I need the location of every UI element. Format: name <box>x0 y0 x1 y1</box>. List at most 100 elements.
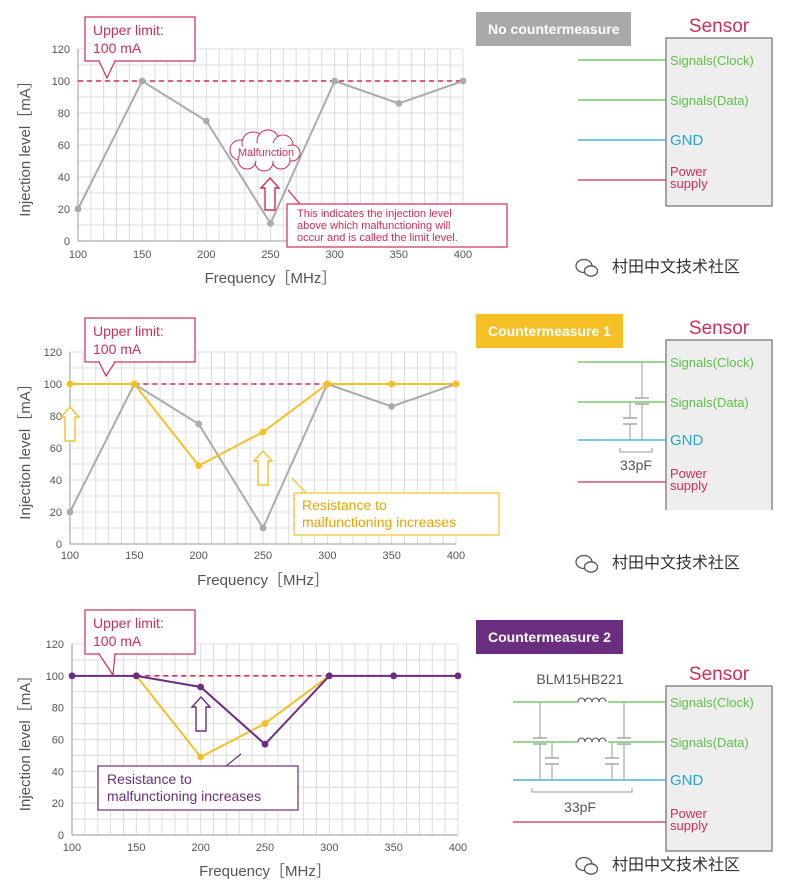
pin-label: GND <box>670 432 704 449</box>
y-tick-label: 20 <box>52 798 64 810</box>
pin-label: Power supply <box>670 806 708 833</box>
y-tick-label: 80 <box>58 108 70 120</box>
note-pointer <box>287 189 301 205</box>
chart-countermeasure-2: 0 20 40 60 80 100 120 100 150 200 250 300 350 400 Freq… <box>17 609 740 880</box>
bubble <box>583 265 599 277</box>
data-point <box>454 672 462 680</box>
wechat-icon <box>575 554 599 573</box>
note-box <box>286 203 508 248</box>
callout-tail <box>98 60 116 80</box>
data-point <box>66 380 74 388</box>
pin-label: Power supply <box>670 466 708 493</box>
x-axis-label: Frequency［MHz］ <box>205 270 337 287</box>
sensor-box <box>665 37 773 207</box>
watermark: 村田中文技术社区 <box>612 856 740 874</box>
pin-label: Power supply <box>670 164 708 191</box>
upper-limit-callout: Upper limit: 100 mA <box>93 22 164 56</box>
data-point <box>395 100 403 107</box>
x-tick-label: 400 <box>454 249 472 261</box>
sensor-label: Sensor <box>689 664 750 685</box>
x-tick-label: 150 <box>127 842 145 854</box>
inductor-coil <box>577 697 607 703</box>
resistance-note: Resistance to malfunctioning increases <box>107 771 261 804</box>
x-tick-label: 200 <box>189 550 207 562</box>
y-tick-label: 120 <box>52 44 70 56</box>
data-point <box>261 720 269 727</box>
y-tick-label: 120 <box>46 639 64 651</box>
data-point <box>197 753 205 761</box>
data-point <box>331 77 339 85</box>
x-tick-label: 350 <box>384 842 402 854</box>
capacitance-label: 33pF <box>620 457 652 473</box>
x-tick-label: 400 <box>449 842 467 854</box>
up-arrow-icon <box>59 405 81 442</box>
series-line <box>135 675 330 759</box>
y-tick-label: 0 <box>58 830 64 842</box>
x-tick-label: 100 <box>61 550 79 562</box>
chart-countermeasure-1: 0 20 40 60 80 100 120 100 150 200 250 300 350 400 Freq… <box>17 317 740 589</box>
x-tick-label: 250 <box>254 550 272 562</box>
x-tick-label: 300 <box>320 842 338 854</box>
data-point <box>68 672 76 680</box>
pin-label: Signals(Clock) <box>670 695 754 710</box>
upper-limit-callout: Upper limit: 100 mA <box>93 323 164 357</box>
data-point <box>259 524 267 532</box>
y-tick-label: 100 <box>46 671 64 683</box>
limit-level-note: This indicates the injection level above … <box>297 208 458 244</box>
y-tick-label: 60 <box>58 140 70 152</box>
pin-label: Signals(Clock) <box>670 355 754 370</box>
panel-no-countermeasure: 0 20 40 60 80 100 120 100 150 200 250 300 350 400 Freq… <box>0 0 793 295</box>
watermark: 村田中文技术社区 <box>612 258 740 276</box>
data-point <box>323 380 331 388</box>
y-tick-label: 40 <box>58 172 70 184</box>
up-arrow-icon <box>259 176 281 211</box>
y-tick-label: 100 <box>44 379 62 391</box>
x-tick-label: 300 <box>325 249 343 261</box>
data-point <box>267 220 274 227</box>
callout-box <box>84 317 196 363</box>
y-axis-label: Injection level［mA］ <box>17 73 34 216</box>
y-tick-label: 20 <box>50 507 62 519</box>
data-point <box>132 672 140 680</box>
y-tick-label: 20 <box>58 204 70 216</box>
resistance-note: Resistance to malfunctioning increases <box>302 497 456 530</box>
panel-title: Countermeasure 2 <box>476 620 623 654</box>
callout-tail <box>98 653 116 677</box>
data-point <box>388 380 396 388</box>
x-tick-label: 100 <box>63 842 81 854</box>
y-tick-label: 40 <box>50 475 62 487</box>
inductor-coil <box>577 737 607 743</box>
y-tick-label: 40 <box>52 766 64 778</box>
watermark: 村田中文技术社区 <box>612 554 740 572</box>
x-tick-label: 250 <box>256 842 274 854</box>
up-arrow-icon <box>190 695 212 732</box>
data-point <box>452 380 460 388</box>
data-point <box>130 380 138 388</box>
x-tick-label: 400 <box>447 550 465 562</box>
data-point <box>138 77 146 85</box>
cap-bracket <box>531 788 633 793</box>
x-tick-label: 300 <box>318 550 336 562</box>
panel-countermeasure-2: 0 20 40 60 80 100 120 100 150 200 250 300 350 400 Freq… <box>0 600 793 885</box>
data-point <box>202 117 210 125</box>
data-point <box>259 428 267 436</box>
malfunction-cloud <box>229 129 301 172</box>
pin-label: GND <box>670 772 704 789</box>
callout-box <box>84 16 196 62</box>
x-tick-label: 150 <box>125 550 143 562</box>
x-tick-label: 100 <box>69 249 87 261</box>
y-tick-label: 60 <box>50 443 62 455</box>
note-pointer <box>291 477 307 494</box>
cap-bracket <box>619 448 653 453</box>
capacitance-label: 33pF <box>564 799 596 815</box>
up-arrow-icon <box>252 449 274 486</box>
data-point <box>74 205 82 213</box>
sensor-circuit: Sensor Signals(Clock) Signals(Data) GND Powe… <box>578 318 773 510</box>
y-tick-label: 0 <box>64 236 70 248</box>
data-point <box>197 683 205 691</box>
sensor-label: Sensor <box>689 16 750 37</box>
callout-tail <box>98 361 116 378</box>
y-tick-label: 0 <box>56 539 62 551</box>
y-tick-label: 80 <box>50 411 62 423</box>
sensor-box <box>665 339 773 510</box>
